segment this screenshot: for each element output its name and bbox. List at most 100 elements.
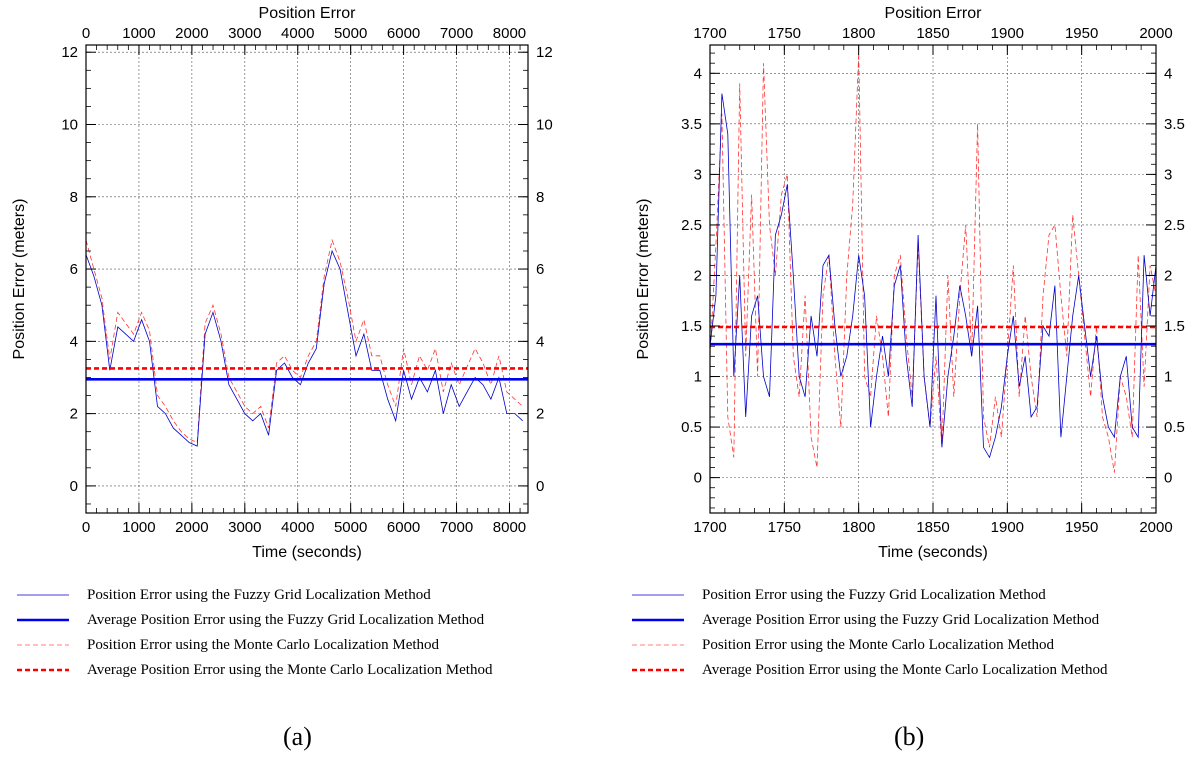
panel-label-b: (b): [894, 722, 925, 751]
chart-a-xtick-label-top-1: 1000: [122, 25, 155, 42]
chart-a-ytick-label-right-4: 8: [536, 189, 544, 206]
chart-b-xtick-label-bottom-2: 1800: [842, 519, 875, 536]
a-legend-entry-1: Average Position Error using the Fuzzy G…: [15, 610, 615, 630]
chart-a-ytick-label-left-5: 10: [61, 117, 78, 134]
chart-b-ytick-label-left-8: 4: [694, 65, 702, 82]
a-legend-swatch-2: [17, 644, 69, 646]
chart-b-series-group: [710, 53, 1156, 473]
chart-a-xtick-label-top-8: 8000: [493, 25, 526, 42]
chart-b-ytick-label-left-1: 0.5: [681, 419, 702, 436]
panel-label-a: (a): [283, 722, 312, 751]
chart-b-xtick-label-top-4: 1900: [991, 25, 1024, 42]
a-legend-label-0: Position Error using the Fuzzy Grid Loca…: [87, 587, 431, 603]
a-legend-entry-0: Position Error using the Fuzzy Grid Loca…: [15, 585, 615, 605]
chart-a-xtick-label-bottom-3: 3000: [228, 519, 261, 536]
chart-b-y-axis-label: Position Error (meters): [635, 199, 652, 360]
a-legend-label-3: Average Position Error using the Monte C…: [87, 662, 493, 678]
chart-b: 1700 1700 1750 1750 1800 1800 1850 1850 1900 1900…: [635, 5, 1185, 561]
chart-b-xtick-label-bottom-1: 1750: [768, 519, 801, 536]
chart-a-xtick-label-top-2: 2000: [175, 25, 208, 42]
a-legend-swatch-1: [17, 618, 69, 622]
b-legend-entry-3: Average Position Error using the Monte C…: [630, 660, 1199, 680]
b-legend-entry-0: Position Error using the Fuzzy Grid Loca…: [630, 585, 1199, 605]
a-legend-swatch-3: [17, 668, 69, 672]
chart-b-ytick-label-right-0: 0: [1164, 470, 1172, 487]
chart-b-ytick-label-left-7: 3.5: [681, 116, 702, 133]
chart-b-ytick-label-right-2: 1: [1164, 369, 1172, 386]
chart-a-y-axis-label: Position Error (meters): [11, 199, 28, 360]
chart-b-xtick-label-bottom-0: 1700: [693, 519, 726, 536]
chart-a-ytick-label-right-6: 12: [536, 44, 553, 61]
chart-a-xtick-label-top-5: 5000: [334, 25, 367, 42]
chart-b-ytick-label-left-5: 2.5: [681, 217, 702, 234]
chart-b-xtick-label-bottom-4: 1900: [991, 519, 1024, 536]
chart-a-ytick-label-right-1: 2: [536, 406, 544, 423]
chart-a-series-group: [86, 238, 528, 447]
chart-a-xtick-label-bottom-0: 0: [82, 519, 90, 536]
b-legend-label-0: Position Error using the Fuzzy Grid Loca…: [702, 587, 1046, 603]
a-legend-label-1: Average Position Error using the Fuzzy G…: [87, 612, 485, 628]
chart-b-ytick-label-left-4: 2: [694, 267, 702, 284]
chart-b-ytick-label-right-7: 3.5: [1164, 116, 1185, 133]
chart-a-ytick-label-right-2: 4: [536, 333, 544, 350]
chart-b-ytick-label-right-1: 0.5: [1164, 419, 1185, 436]
chart-b-xtick-label-top-0: 1700: [693, 25, 726, 42]
chart-a-xtick-label-bottom-5: 5000: [334, 519, 367, 536]
chart-a-xtick-label-top-6: 6000: [387, 25, 420, 42]
chart-b-ytick-label-right-8: 4: [1164, 65, 1172, 82]
chart-a-xtick-label-top-3: 3000: [228, 25, 261, 42]
chart-a-ytick-label-left-4: 8: [70, 189, 78, 206]
chart-a-ytick-label-left-6: 12: [61, 44, 78, 61]
b-legend-swatch-0: [632, 594, 684, 596]
chart-b-xtick-label-bottom-5: 1950: [1065, 519, 1098, 536]
chart-a-chart-title: Position Error: [259, 5, 357, 22]
chart-a-ytick-label-right-5: 10: [536, 117, 553, 134]
b-legend-swatch-3: [632, 668, 684, 672]
chart-a-ytick-label-right-3: 6: [536, 261, 544, 278]
chart-a-xtick-label-bottom-6: 6000: [387, 519, 420, 536]
chart-b-series-line-1: [710, 93, 1156, 459]
chart-a-xtick-label-top-0: 0: [82, 25, 90, 42]
b-legend-swatch-2: [632, 644, 684, 646]
chart-b-ytick-label-left-6: 3: [694, 166, 702, 183]
b-legend-label-2: Position Error using the Monte Carlo Loc…: [702, 637, 1055, 653]
legend-b: Position Error using the Fuzzy Grid Loca…: [630, 585, 1195, 695]
chart-b-ytick-label-left-3: 1.5: [681, 318, 702, 335]
chart-a-ytick-label-left-3: 6: [70, 261, 78, 278]
chart-b-xtick-label-top-1: 1750: [768, 25, 801, 42]
chart-b-xtick-label-top-3: 1850: [916, 25, 949, 42]
chart-a-ytick-label-left-1: 2: [70, 406, 78, 423]
chart-b-ytick-label-right-5: 2.5: [1164, 217, 1185, 234]
chart-a-xtick-label-bottom-1: 1000: [122, 519, 155, 536]
a-legend-entry-3: Average Position Error using the Monte C…: [15, 660, 615, 680]
b-legend-entry-1: Average Position Error using the Fuzzy G…: [630, 610, 1199, 630]
chart-a-series-line-1: [86, 249, 523, 447]
chart-b-xtick-label-top-5: 1950: [1065, 25, 1098, 42]
chart-b-xtick-label-bottom-6: 2000: [1139, 519, 1172, 536]
chart-b-ytick-label-right-6: 3: [1164, 166, 1172, 183]
chart-a-ytick-label-right-0: 0: [536, 478, 544, 495]
a-legend-swatch-0: [17, 594, 69, 596]
b-legend-label-1: Average Position Error using the Fuzzy G…: [702, 612, 1100, 628]
chart-a: 0010001000200020003000300040004000500050…: [11, 5, 553, 561]
chart-a-xtick-label-bottom-4: 4000: [281, 519, 314, 536]
chart-b-xtick-label-bottom-3: 1850: [916, 519, 949, 536]
chart-b-ytick-label-right-3: 1.5: [1164, 318, 1185, 335]
chart-b-xtick-label-top-2: 1800: [842, 25, 875, 42]
chart-a-ytick-label-left-0: 0: [70, 478, 78, 495]
a-legend-label-2: Position Error using the Monte Carlo Loc…: [87, 637, 440, 653]
chart-a-xtick-label-bottom-7: 7000: [440, 519, 473, 536]
b-legend-entry-2: Position Error using the Monte Carlo Loc…: [630, 635, 1199, 655]
chart-a-xtick-label-top-4: 4000: [281, 25, 314, 42]
chart-b-xtick-label-top-6: 2000: [1139, 25, 1172, 42]
chart-a-xtick-label-top-7: 7000: [440, 25, 473, 42]
a-legend-entry-2: Position Error using the Monte Carlo Loc…: [15, 635, 615, 655]
chart-a-xtick-label-bottom-8: 8000: [493, 519, 526, 536]
chart-a-ytick-label-left-2: 4: [70, 333, 78, 350]
chart-a-plot-frame: [85, 44, 529, 514]
chart-a-xtick-label-bottom-2: 2000: [175, 519, 208, 536]
chart-b-ytick-label-left-0: 0: [694, 470, 702, 487]
chart-b-x-axis-label: Time (seconds): [878, 544, 988, 561]
legend-a: Position Error using the Fuzzy Grid Loca…: [15, 585, 595, 695]
chart-b-series-line-0: [710, 53, 1156, 473]
